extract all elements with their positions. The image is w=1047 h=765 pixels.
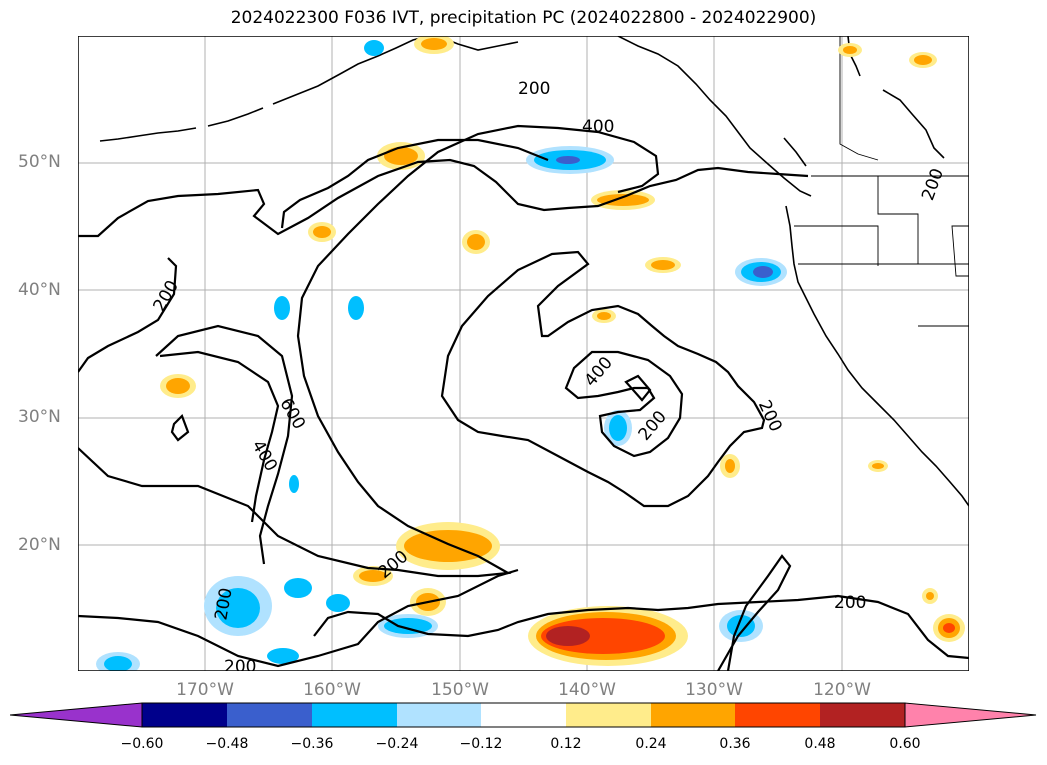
lon-label-140w: 140°W	[558, 680, 616, 700]
lat-label-30n: 30°N	[18, 407, 61, 427]
contour-label: 200	[918, 166, 948, 203]
contour-label-layer: 200 400 200 200 600 400 400 200 200 200 …	[149, 79, 948, 671]
map-title: 2024022300 F036 IVT, precipitation PC (2…	[230, 8, 817, 28]
colorbar-tick: −0.60	[120, 736, 164, 752]
gridlines	[78, 36, 969, 671]
colorbar-tick: −0.36	[290, 736, 334, 752]
colorbar-bin	[312, 703, 397, 727]
map-panel: 200 400 200 200 600 400 400 200 200 200 …	[78, 36, 969, 671]
colorbar-extend-low	[10, 702, 143, 728]
lat-label-40n: 40°N	[18, 280, 61, 300]
colorbar-tick: 0.12	[550, 736, 582, 752]
colorbar-tick: 0.60	[889, 736, 921, 752]
lat-label-50n: 50°N	[18, 152, 61, 172]
lon-label-160w: 160°W	[303, 680, 361, 700]
contour-label: 400	[247, 437, 281, 475]
colorbar-bin	[481, 703, 566, 727]
colorbar-tick: 0.48	[804, 736, 836, 752]
colorbar-bin	[142, 703, 227, 727]
colorbar-bin	[735, 703, 820, 727]
ivt-contours	[78, 124, 969, 671]
lat-label-20n: 20°N	[18, 535, 61, 555]
contour-label: 200	[834, 593, 866, 613]
colorbar-outline	[141, 702, 906, 728]
colorbar-tick: 0.36	[719, 736, 751, 752]
contour-label: 600	[275, 395, 309, 433]
contour-label: 200	[224, 657, 256, 671]
political-borders	[794, 36, 969, 327]
precipitation-shading	[96, 36, 965, 671]
colorbar-extend-high	[904, 702, 1037, 728]
lon-label-150w: 150°W	[431, 680, 489, 700]
colorbar-tick: −0.12	[459, 736, 503, 752]
lon-label-120w: 120°W	[813, 680, 871, 700]
colorbar-tick: 0.24	[635, 736, 667, 752]
colorbar-bin	[651, 703, 735, 727]
map-frame	[78, 36, 969, 671]
colorbar-bin	[566, 703, 651, 727]
colorbar	[10, 702, 1037, 728]
contour-label: 200	[518, 79, 550, 99]
coastline	[99, 36, 969, 507]
colorbar-tick: −0.24	[375, 736, 419, 752]
colorbar-bin	[397, 703, 481, 727]
contour-label: 200	[149, 277, 183, 315]
contour-label: 400	[582, 117, 614, 137]
lon-label-170w: 170°W	[176, 680, 234, 700]
lon-label-130w: 130°W	[685, 680, 743, 700]
colorbar-bin	[227, 703, 312, 727]
colorbar-bin	[820, 703, 905, 727]
colorbar-tick: −0.48	[205, 736, 249, 752]
